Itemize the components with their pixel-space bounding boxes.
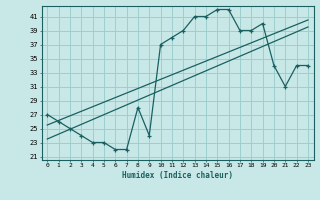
X-axis label: Humidex (Indice chaleur): Humidex (Indice chaleur) xyxy=(122,171,233,180)
